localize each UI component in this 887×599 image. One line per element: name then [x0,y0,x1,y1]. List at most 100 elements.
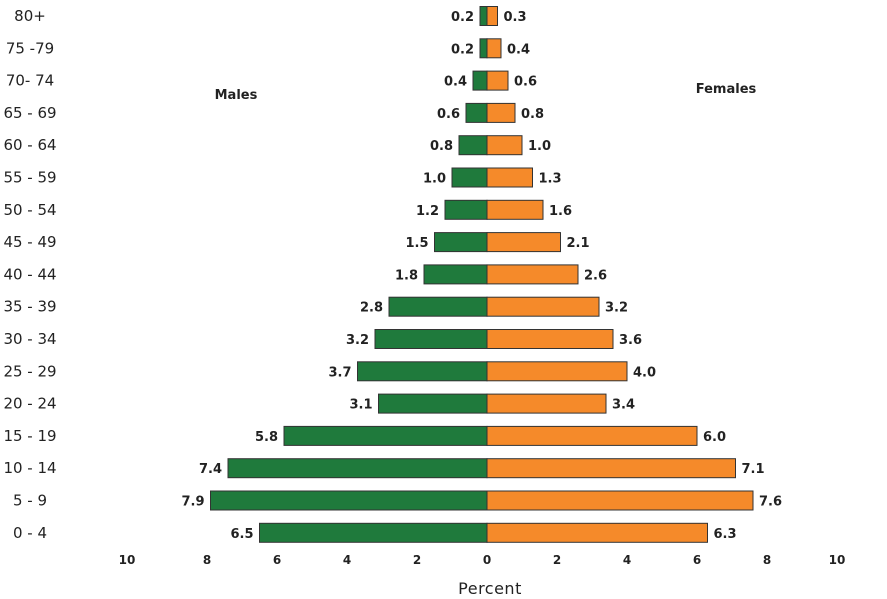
age-label-10-14: 10 - 14 [3,459,56,477]
male-bar-75-79 [479,38,488,59]
female-value-45-49: 2.1 [567,236,590,251]
age-label-50-54: 50 - 54 [3,201,56,219]
female-bar-70-74 [486,70,509,91]
male-value-65-69: 0.6 [437,107,460,122]
age-label-60-64: 60 - 64 [3,136,56,154]
female-value-70-74: 0.6 [514,75,537,90]
male-bar-0-4 [259,522,488,543]
x-axis-title: Percent [458,579,522,598]
male-bar-15-19 [283,425,488,446]
female-value-40-44: 2.6 [584,268,607,283]
female-bar-5-9 [486,490,754,511]
female-bar-35-39 [486,296,600,317]
x-tick-label-m8: 8 [203,553,211,567]
female-value-55-59: 1.3 [539,172,562,187]
male-value-80plus: 0.2 [451,10,474,25]
x-tick-label-p2: 2 [553,553,561,567]
age-label-0-4: 0 - 4 [13,524,47,542]
male-bar-70-74 [472,70,488,91]
age-label-25-29: 25 - 29 [3,362,56,380]
male-bar-50-54 [444,199,488,220]
legend-females: Females [696,82,757,97]
male-bar-65-69 [465,102,488,123]
female-value-30-34: 3.6 [619,333,642,348]
x-tick-label-m6: 6 [273,553,281,567]
male-bar-30-34 [374,329,488,349]
female-bar-40-44 [486,264,579,285]
male-value-60-64: 0.8 [430,139,453,154]
x-tick-label-p6: 6 [693,553,701,567]
male-bar-80plus [479,6,488,26]
age-label-40-44: 40 - 44 [3,265,56,283]
legend-males: Males [215,88,258,103]
male-value-45-49: 1.5 [405,236,428,251]
female-bar-65-69 [486,102,516,123]
female-value-60-64: 1.0 [528,139,551,154]
male-value-70-74: 0.4 [444,75,467,90]
male-value-30-34: 3.2 [346,333,369,348]
female-bar-75-79 [486,38,502,59]
female-bar-45-49 [486,232,561,253]
male-bar-35-39 [388,296,488,317]
female-bar-55-59 [486,167,533,188]
x-tick-label-p10: 10 [829,553,846,567]
male-value-25-29: 3.7 [328,365,351,380]
male-bar-55-59 [451,167,488,188]
female-value-20-24: 3.4 [612,398,635,413]
female-value-0-4: 6.3 [714,527,737,542]
age-label-35-39: 35 - 39 [3,298,56,316]
female-value-65-69: 0.8 [521,107,544,122]
male-value-35-39: 2.8 [360,301,383,316]
male-bar-25-29 [357,361,488,382]
male-value-0-4: 6.5 [230,527,253,542]
female-bar-30-34 [486,329,614,349]
x-tick-label-m10: 10 [119,553,136,567]
female-bar-60-64 [486,135,523,156]
female-value-10-14: 7.1 [742,462,765,477]
x-tick-label-p8: 8 [763,553,771,567]
male-value-75-79: 0.2 [451,42,474,57]
female-value-5-9: 7.6 [759,495,782,510]
age-label-80plus: 80+ [14,7,46,25]
male-bar-10-14 [227,458,488,479]
male-bar-40-44 [423,264,488,285]
male-bar-60-64 [458,135,488,156]
female-bar-25-29 [486,361,628,382]
male-value-50-54: 1.2 [416,204,439,219]
male-value-55-59: 1.0 [423,172,446,187]
male-bar-5-9 [210,490,488,511]
female-value-80plus: 0.3 [504,10,527,25]
female-bar-50-54 [486,199,544,220]
age-label-55-59: 55 - 59 [3,169,56,187]
male-value-5-9: 7.9 [181,495,204,510]
female-bar-10-14 [486,458,736,479]
age-label-75-79: 75 -79 [6,39,54,57]
female-bar-0-4 [486,522,708,543]
male-bar-45-49 [434,232,488,253]
female-value-15-19: 6.0 [703,430,726,445]
age-label-5-9: 5 - 9 [13,492,47,510]
age-label-20-24: 20 - 24 [3,395,56,413]
male-value-15-19: 5.8 [255,430,278,445]
labels-layer: 80+ 0.2 0.3 75 -79 0.2 0.4 70- 74 0.4 0.6 65 - 69… [3,7,782,542]
male-value-20-24: 3.1 [349,398,372,413]
age-label-45-49: 45 - 49 [3,233,56,251]
male-value-10-14: 7.4 [199,462,222,477]
x-axis: 10 8 6 4 2 0 2 4 6 8 10 [119,553,846,567]
male-value-40-44: 1.8 [395,268,418,283]
x-tick-label-m4: 4 [343,553,351,567]
female-value-25-29: 4.0 [633,365,656,380]
female-bar-20-24 [486,393,607,414]
female-bar-80plus [486,6,498,26]
age-label-30-34: 30 - 34 [3,330,56,348]
age-label-15-19: 15 - 19 [3,427,56,445]
female-value-75-79: 0.4 [507,42,530,57]
x-tick-label-p4: 4 [623,553,631,567]
female-bar-15-19 [486,425,698,446]
bars-layer [210,6,754,543]
age-label-65-69: 65 - 69 [3,104,56,122]
age-label-70-74: 70- 74 [6,72,54,90]
x-tick-label-p0: 0 [483,553,491,567]
female-value-35-39: 3.2 [605,301,628,316]
